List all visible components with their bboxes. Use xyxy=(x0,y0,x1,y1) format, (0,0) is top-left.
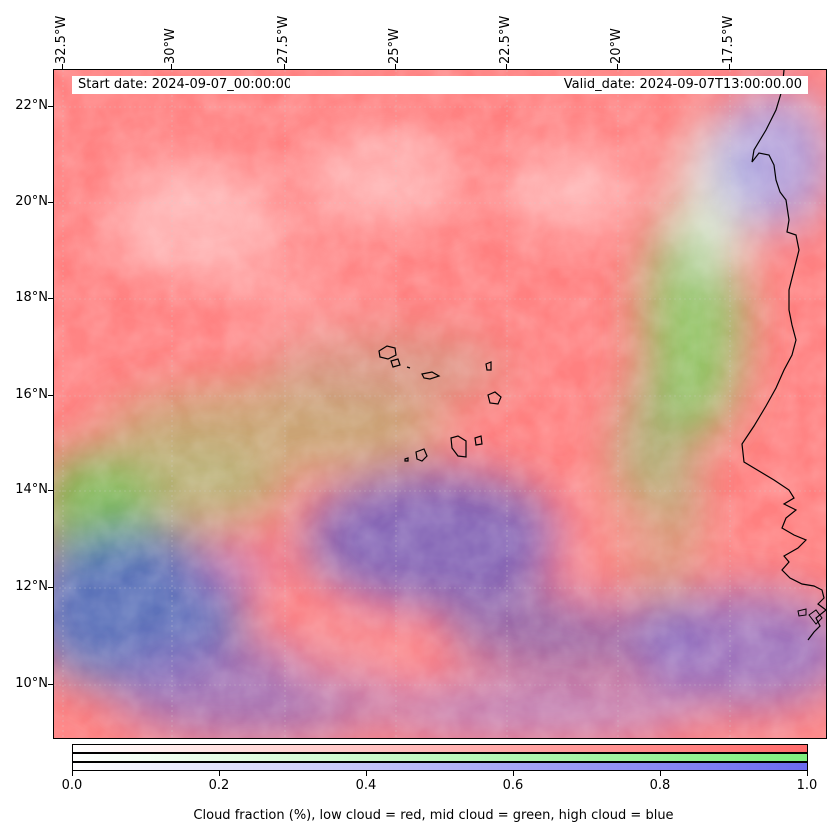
cloud-fraction-map[interactable] xyxy=(53,69,827,739)
map-canvas xyxy=(54,70,826,738)
lat-tick xyxy=(48,587,53,588)
lat-tick xyxy=(48,684,53,685)
lon-label-25w: 25°W xyxy=(387,28,402,64)
colorbar-tick xyxy=(513,771,514,776)
bijagos-islands xyxy=(797,608,823,625)
colorbar-tick-label: 0.8 xyxy=(649,778,671,793)
colorbar-high-cloud xyxy=(72,762,808,771)
lon-tick xyxy=(729,64,730,69)
lon-tick xyxy=(284,64,285,69)
lon-tick xyxy=(171,64,172,69)
lon-tick xyxy=(506,64,507,69)
colorbar-mid-cloud xyxy=(72,753,808,762)
colorbar-tick xyxy=(72,771,73,776)
colorbar-tick xyxy=(366,771,367,776)
lon-tick xyxy=(62,64,63,69)
lat-tick xyxy=(48,202,53,203)
lon-label-32-5w: 32.5°W xyxy=(54,15,69,64)
lon-label-30w: 30°W xyxy=(163,28,178,64)
lat-label-16n: 16°N xyxy=(15,387,48,402)
lat-tick xyxy=(48,490,53,491)
lat-tick xyxy=(48,395,53,396)
african-coastline xyxy=(741,70,826,641)
colorbar-tick xyxy=(807,771,808,776)
colorbar-tick-label: 0.6 xyxy=(502,778,524,793)
lon-tick xyxy=(617,64,618,69)
gridlines xyxy=(54,70,826,738)
valid-date-label: Valid_date: 2024-09-07T13:00:00.00 xyxy=(290,76,808,94)
lat-tick xyxy=(48,298,53,299)
lat-label-14n: 14°N xyxy=(15,482,48,497)
colorbar-tick-label: 0.2 xyxy=(208,778,230,793)
colorbar-tick-label: 0.4 xyxy=(355,778,377,793)
colorbar-tick-label: 0.0 xyxy=(61,778,83,793)
lat-label-20n: 20°N xyxy=(15,194,48,209)
colorbar-caption: Cloud fraction (%), low cloud = red, mid… xyxy=(193,808,674,823)
lat-label-22n: 22°N xyxy=(15,98,48,113)
colorbar-low-cloud xyxy=(72,744,808,753)
colorbar-tick xyxy=(660,771,661,776)
lat-tick xyxy=(48,106,53,107)
lon-label-20w: 20°W xyxy=(609,28,624,64)
lon-label-27-5w: 27.5°W xyxy=(276,15,291,64)
lat-label-18n: 18°N xyxy=(15,290,48,305)
cape-verde-islands xyxy=(378,345,502,462)
lon-tick xyxy=(395,64,396,69)
lat-label-10n: 10°N xyxy=(15,676,48,691)
lat-label-12n: 12°N xyxy=(15,579,48,594)
colorbar-tick-label: 1.0 xyxy=(796,778,818,793)
lon-label-17-5w: 17.5°W xyxy=(721,15,736,64)
colorbar-tick xyxy=(219,771,220,776)
cloud-texture xyxy=(54,70,826,738)
lon-label-22-5w: 22.5°W xyxy=(498,15,513,64)
start-date-label: Start date: 2024-09-07_00:00:00 xyxy=(72,76,299,94)
